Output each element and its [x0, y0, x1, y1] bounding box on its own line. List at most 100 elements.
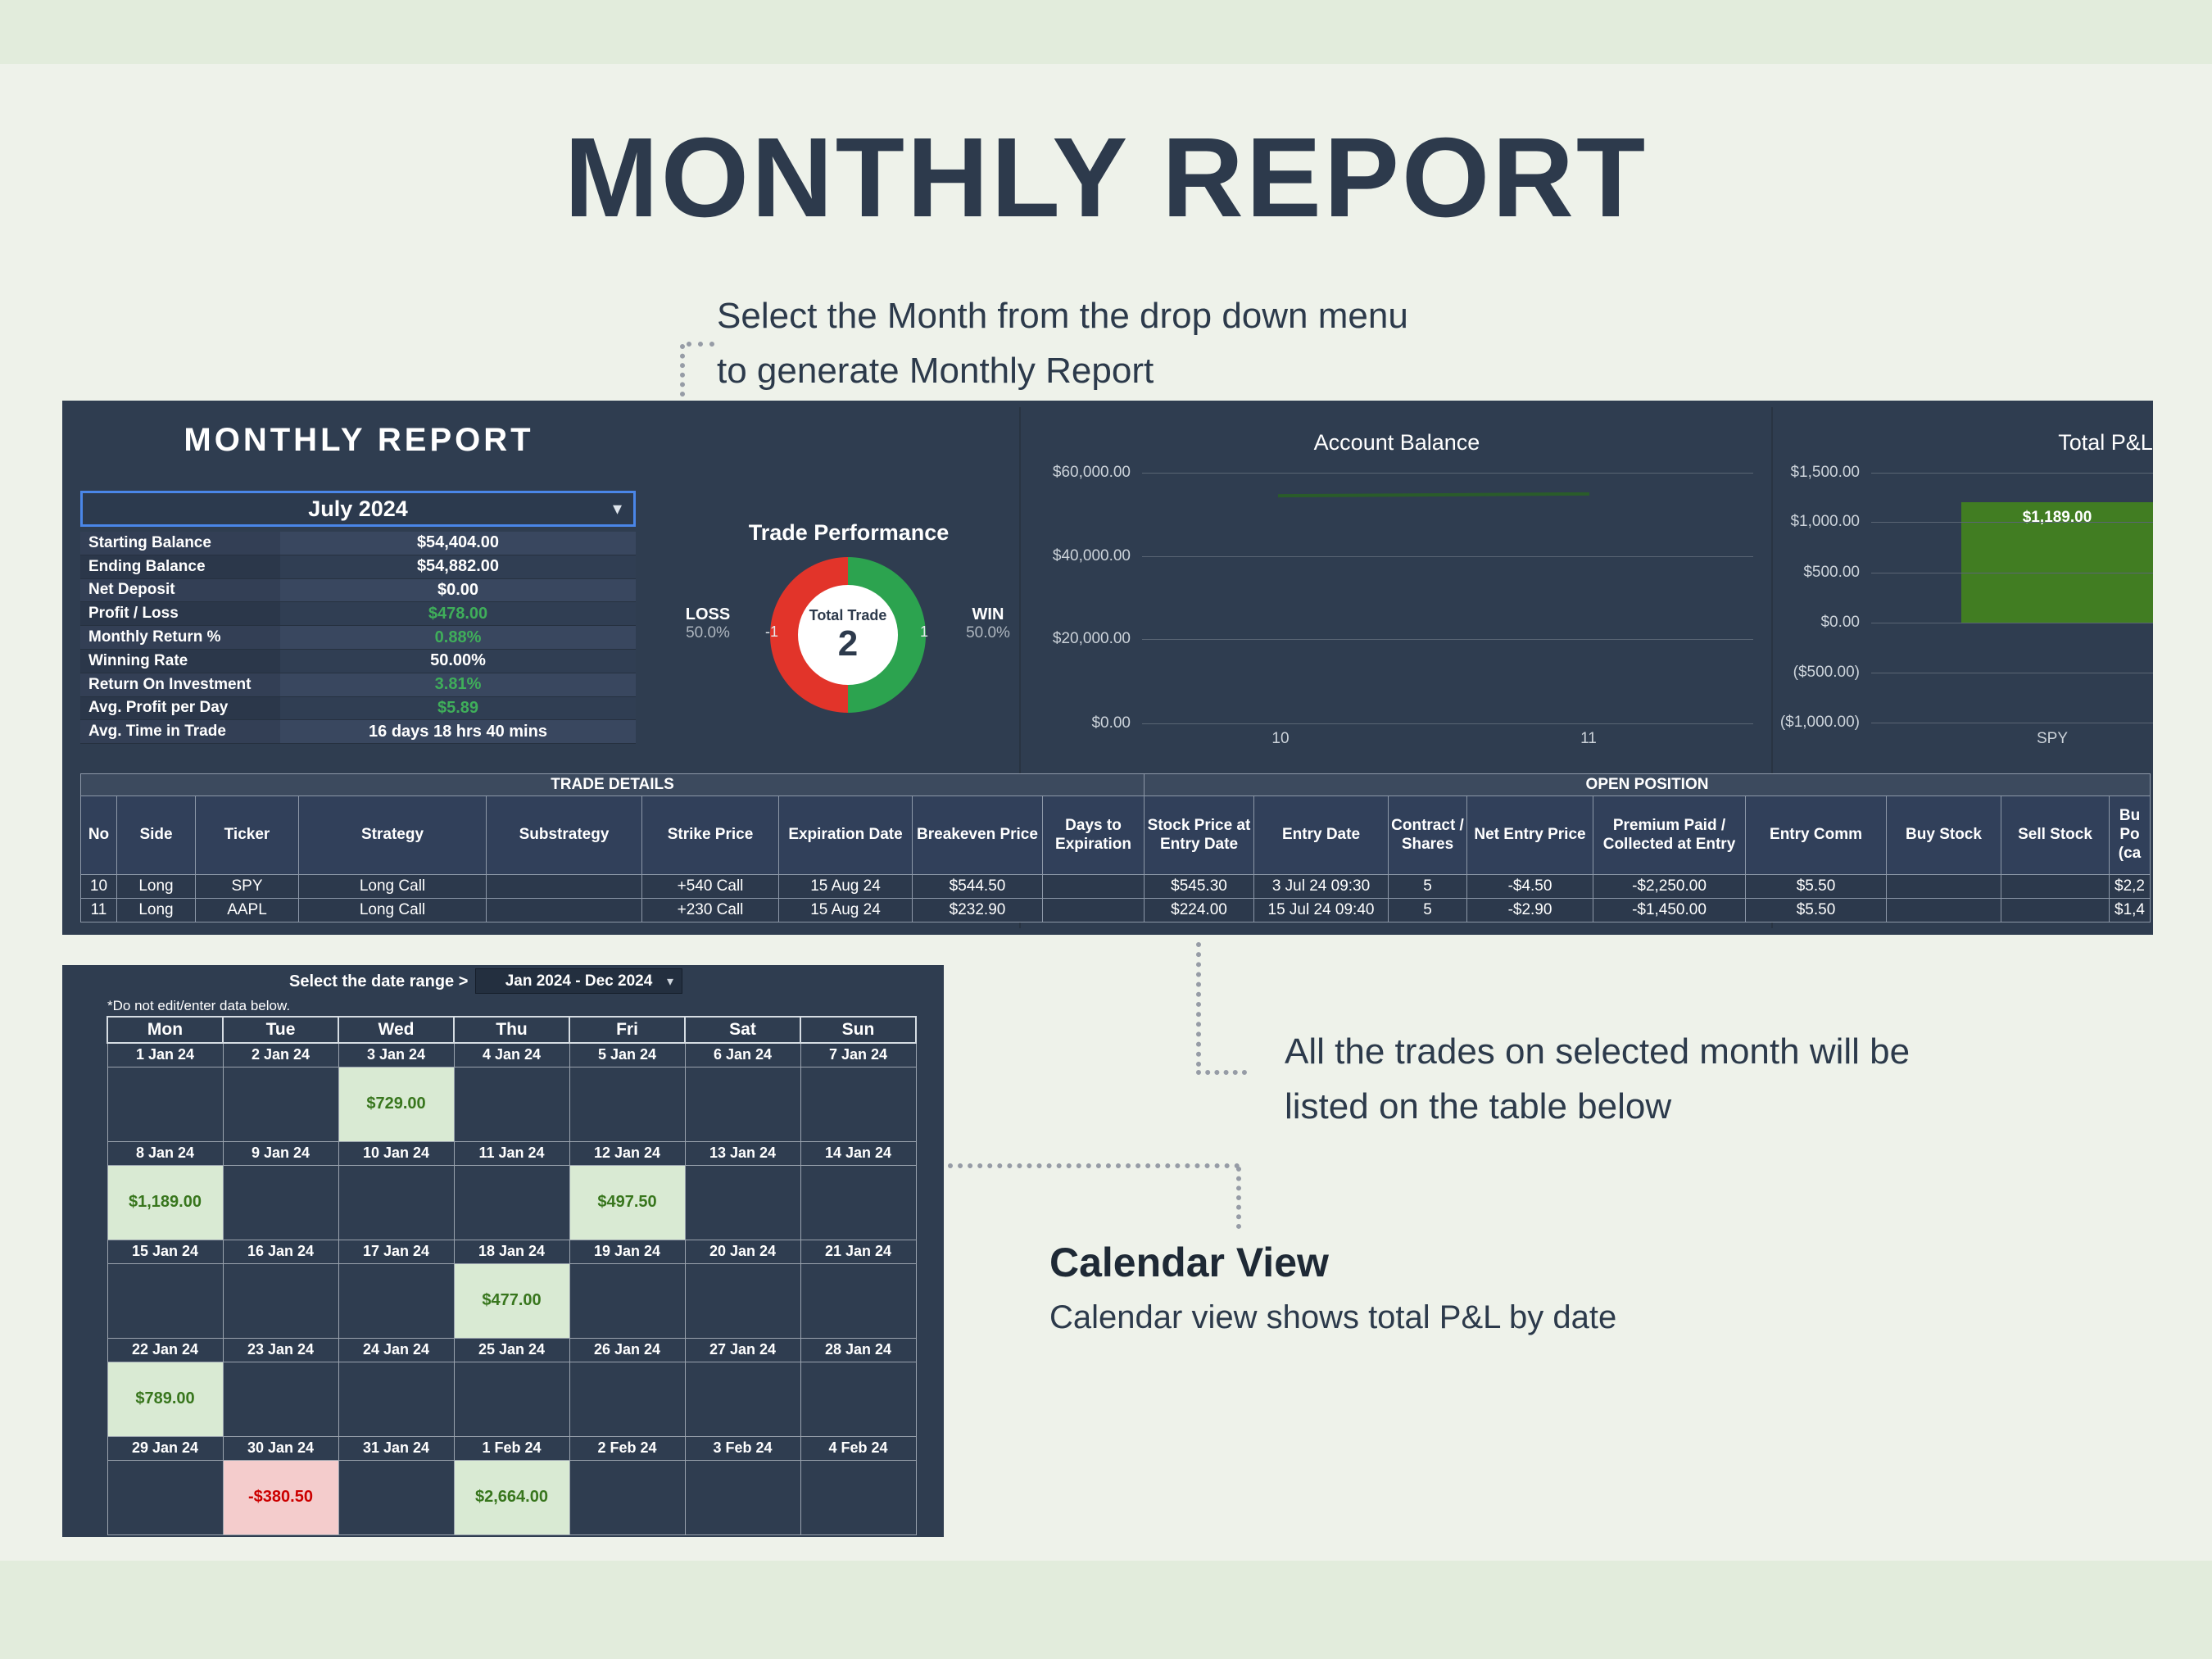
calendar-value-cell[interactable] — [684, 1459, 801, 1535]
trade-cell[interactable]: $545.30 — [1144, 874, 1254, 899]
trade-cell[interactable]: Long Call — [298, 874, 487, 899]
calendar-date-cell[interactable]: 28 Jan 24 — [800, 1337, 917, 1362]
trade-cell[interactable]: 15 Aug 24 — [778, 898, 913, 922]
calendar-value-cell[interactable]: $1,189.00 — [107, 1164, 224, 1240]
calendar-value-cell[interactable] — [338, 1361, 455, 1437]
trade-cell[interactable]: 15 Jul 24 09:40 — [1253, 898, 1389, 922]
trade-cell[interactable]: Long Call — [298, 898, 487, 922]
calendar-value-cell[interactable] — [800, 1164, 917, 1240]
calendar-value-cell[interactable] — [684, 1361, 801, 1437]
calendar-value-cell[interactable] — [569, 1361, 686, 1437]
trade-cell[interactable] — [1042, 874, 1145, 899]
calendar-date-cell[interactable]: 18 Jan 24 — [453, 1239, 570, 1264]
calendar-value-cell[interactable]: $729.00 — [338, 1066, 455, 1142]
calendar-value-cell[interactable] — [338, 1459, 455, 1535]
calendar-value-cell[interactable]: $497.50 — [569, 1164, 686, 1240]
calendar-date-cell[interactable]: 10 Jan 24 — [338, 1140, 455, 1166]
calendar-value-cell[interactable]: -$380.50 — [222, 1459, 339, 1535]
trade-cell[interactable]: SPY — [195, 874, 299, 899]
calendar-value-cell[interactable] — [107, 1262, 224, 1339]
calendar-date-cell[interactable]: 17 Jan 24 — [338, 1239, 455, 1264]
trade-cell[interactable]: 5 — [1388, 898, 1467, 922]
calendar-date-cell[interactable]: 25 Jan 24 — [453, 1337, 570, 1362]
calendar-date-cell[interactable]: 4 Feb 24 — [800, 1435, 917, 1461]
calendar-value-cell[interactable] — [453, 1361, 570, 1437]
calendar-date-cell[interactable]: 2 Jan 24 — [222, 1042, 339, 1067]
calendar-value-cell[interactable] — [684, 1164, 801, 1240]
calendar-date-cell[interactable]: 14 Jan 24 — [800, 1140, 917, 1166]
calendar-value-cell[interactable] — [800, 1262, 917, 1339]
trade-cell[interactable]: AAPL — [195, 898, 299, 922]
calendar-value-cell[interactable] — [569, 1459, 686, 1535]
calendar-date-cell[interactable]: 1 Feb 24 — [453, 1435, 570, 1461]
calendar-date-cell[interactable]: 3 Feb 24 — [684, 1435, 801, 1461]
calendar-value-cell[interactable] — [222, 1262, 339, 1339]
trade-cell[interactable]: 3 Jul 24 09:30 — [1253, 874, 1389, 899]
trade-cell[interactable] — [2001, 898, 2110, 922]
calendar-value-cell[interactable]: $789.00 — [107, 1361, 224, 1437]
calendar-value-cell[interactable] — [800, 1361, 917, 1437]
trade-cell[interactable] — [1042, 898, 1145, 922]
trade-cell[interactable]: +540 Call — [641, 874, 779, 899]
calendar-date-cell[interactable]: 21 Jan 24 — [800, 1239, 917, 1264]
calendar-value-cell[interactable]: $2,664.00 — [453, 1459, 570, 1535]
calendar-date-cell[interactable]: 1 Jan 24 — [107, 1042, 224, 1067]
calendar-value-cell[interactable] — [222, 1066, 339, 1142]
calendar-date-cell[interactable]: 16 Jan 24 — [222, 1239, 339, 1264]
calendar-value-cell[interactable]: $477.00 — [453, 1262, 570, 1339]
calendar-value-cell[interactable] — [800, 1066, 917, 1142]
calendar-value-cell[interactable] — [107, 1459, 224, 1535]
calendar-date-cell[interactable]: 13 Jan 24 — [684, 1140, 801, 1166]
date-range-dropdown[interactable]: Jan 2024 - Dec 2024 ▾ — [475, 968, 682, 994]
calendar-date-cell[interactable]: 11 Jan 24 — [453, 1140, 570, 1166]
calendar-date-cell[interactable]: 5 Jan 24 — [569, 1042, 686, 1067]
calendar-date-cell[interactable]: 9 Jan 24 — [222, 1140, 339, 1166]
calendar-date-cell[interactable]: 19 Jan 24 — [569, 1239, 686, 1264]
calendar-value-cell[interactable] — [453, 1164, 570, 1240]
calendar-date-cell[interactable]: 2 Feb 24 — [569, 1435, 686, 1461]
calendar-date-cell[interactable]: 31 Jan 24 — [338, 1435, 455, 1461]
trade-cell[interactable] — [1886, 898, 2001, 922]
calendar-date-cell[interactable]: 29 Jan 24 — [107, 1435, 224, 1461]
trade-cell[interactable]: $232.90 — [912, 898, 1043, 922]
trade-cell[interactable]: -$4.50 — [1466, 874, 1593, 899]
trade-cell[interactable]: 5 — [1388, 874, 1467, 899]
trade-cell[interactable]: Long — [116, 874, 196, 899]
calendar-date-cell[interactable]: 6 Jan 24 — [684, 1042, 801, 1067]
calendar-value-cell[interactable] — [107, 1066, 224, 1142]
trade-cell[interactable]: $5.50 — [1745, 898, 1887, 922]
trade-cell[interactable]: -$2.90 — [1466, 898, 1593, 922]
trade-cell[interactable]: Long — [116, 898, 196, 922]
trade-cell[interactable]: $5.50 — [1745, 874, 1887, 899]
month-dropdown[interactable]: July 2024 ▾ — [80, 491, 636, 527]
trade-cell[interactable]: 10 — [80, 874, 117, 899]
trade-cell[interactable]: $1,4 — [2108, 898, 2151, 922]
trade-cell[interactable] — [2001, 874, 2110, 899]
calendar-date-cell[interactable]: 22 Jan 24 — [107, 1337, 224, 1362]
calendar-date-cell[interactable]: 20 Jan 24 — [684, 1239, 801, 1264]
trade-cell[interactable]: 11 — [80, 898, 117, 922]
trade-cell[interactable]: -$1,450.00 — [1593, 898, 1746, 922]
trade-cell[interactable]: $544.50 — [912, 874, 1043, 899]
calendar-date-cell[interactable]: 4 Jan 24 — [453, 1042, 570, 1067]
calendar-date-cell[interactable]: 30 Jan 24 — [222, 1435, 339, 1461]
calendar-value-cell[interactable] — [338, 1262, 455, 1339]
trade-cell[interactable] — [486, 874, 642, 899]
calendar-date-cell[interactable]: 23 Jan 24 — [222, 1337, 339, 1362]
trade-cell[interactable]: -$2,250.00 — [1593, 874, 1746, 899]
calendar-value-cell[interactable] — [569, 1066, 686, 1142]
calendar-date-cell[interactable]: 27 Jan 24 — [684, 1337, 801, 1362]
calendar-date-cell[interactable]: 26 Jan 24 — [569, 1337, 686, 1362]
calendar-value-cell[interactable] — [800, 1459, 917, 1535]
calendar-date-cell[interactable]: 3 Jan 24 — [338, 1042, 455, 1067]
trade-cell[interactable]: $224.00 — [1144, 898, 1254, 922]
calendar-date-cell[interactable]: 7 Jan 24 — [800, 1042, 917, 1067]
calendar-value-cell[interactable] — [222, 1164, 339, 1240]
calendar-date-cell[interactable]: 15 Jan 24 — [107, 1239, 224, 1264]
calendar-value-cell[interactable] — [453, 1066, 570, 1142]
calendar-value-cell[interactable] — [684, 1066, 801, 1142]
calendar-date-cell[interactable]: 24 Jan 24 — [338, 1337, 455, 1362]
trade-cell[interactable] — [1886, 874, 2001, 899]
trade-cell[interactable] — [486, 898, 642, 922]
calendar-value-cell[interactable] — [338, 1164, 455, 1240]
